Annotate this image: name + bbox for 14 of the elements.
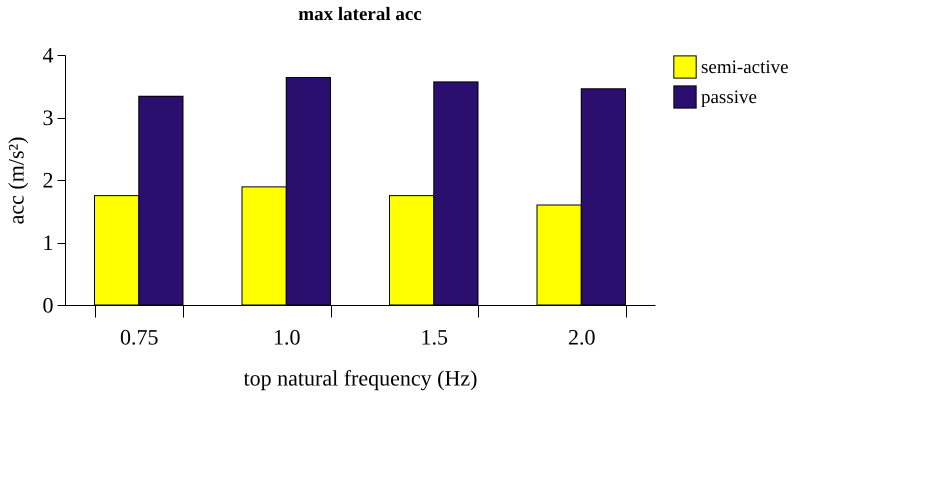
legend-label: passive [701, 87, 757, 108]
y-tick-label: 3 [42, 105, 54, 130]
y-axis-title: acc (m/s²) [4, 136, 28, 224]
y-tick-label: 0 [42, 292, 54, 318]
x-tick-label: 2.0 [568, 324, 596, 350]
y-tick-label: 4 [42, 42, 54, 68]
legend-label: semi-active [701, 57, 789, 78]
y-tick-label: 1 [42, 230, 54, 255]
x-tick-label: 0.75 [120, 324, 158, 350]
chart-title: max lateral acc [298, 4, 422, 25]
x-tick-label: 1.5 [420, 324, 448, 350]
x-axis-title: top natural frequency (Hz) [244, 366, 478, 390]
y-tick-label: 2 [42, 168, 54, 192]
x-tick-label: 1.0 [273, 324, 300, 350]
